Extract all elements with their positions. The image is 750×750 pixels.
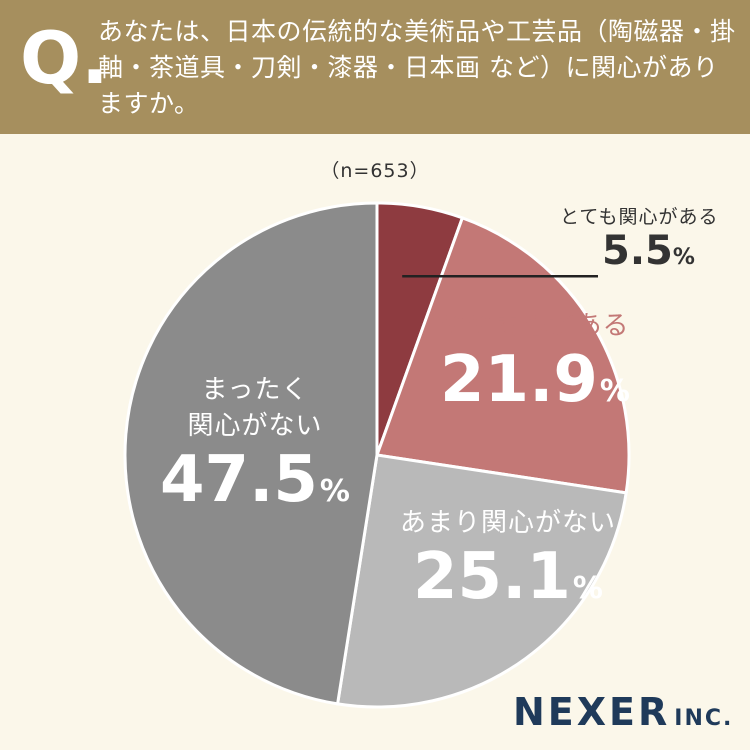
label-not-much-interested: あまり関心がない 25.1% xyxy=(378,505,638,613)
slice-value-somewhat-interested: 21.9 xyxy=(440,343,598,417)
slice-not-much-interested xyxy=(335,453,628,709)
question-header: Q. あなたは、日本の伝統的な美術品や工芸品（陶磁器・掛軸・茶道具・刀剣・漆器・… xyxy=(0,0,750,134)
slice-value-not-at-all: 47.5 xyxy=(160,443,318,517)
slice-value-not-much-interested: 25.1 xyxy=(413,540,571,614)
sample-size: （n=653） xyxy=(320,160,430,182)
nexer-logo: NEXER INC. xyxy=(513,690,733,734)
slice-value-very-interested: 5.5 xyxy=(602,228,673,274)
slice-not-interested-at-all xyxy=(123,201,379,706)
q-mark: Q. xyxy=(20,16,109,100)
slice-label-not-at-all-line2: 関心がない xyxy=(187,411,323,441)
slice-label-somewhat-interested: やや関心がある xyxy=(440,311,630,341)
callout-very-value: 5.5% xyxy=(602,228,695,274)
slice-label-very-interested: とても関心がある xyxy=(560,206,719,228)
label-somewhat-interested: やや関心がある 21.9% xyxy=(425,308,645,416)
slice-pct-not-at-all: % xyxy=(319,474,350,509)
slice-pct-very-interested: % xyxy=(672,245,695,270)
callout-very-interested: とても関心がある xyxy=(560,202,718,229)
logo-name: NEXER xyxy=(513,690,671,734)
slice-label-not-much-interested: あまり関心がない xyxy=(399,508,616,538)
slice-label-not-at-all-line1: まったく xyxy=(201,375,309,405)
slice-pct-not-much-interested: % xyxy=(572,571,603,606)
slice-pct-somewhat-interested: % xyxy=(599,374,630,409)
slice-somewhat-interested xyxy=(374,215,631,495)
label-not-interested-at-all: まったく 関心がない 47.5% xyxy=(150,372,360,516)
logo-suffix: INC. xyxy=(674,706,734,731)
question-text: あなたは、日本の伝統的な美術品や工芸品（陶磁器・掛軸・茶道具・刀剣・漆器・日本画… xyxy=(98,17,736,118)
